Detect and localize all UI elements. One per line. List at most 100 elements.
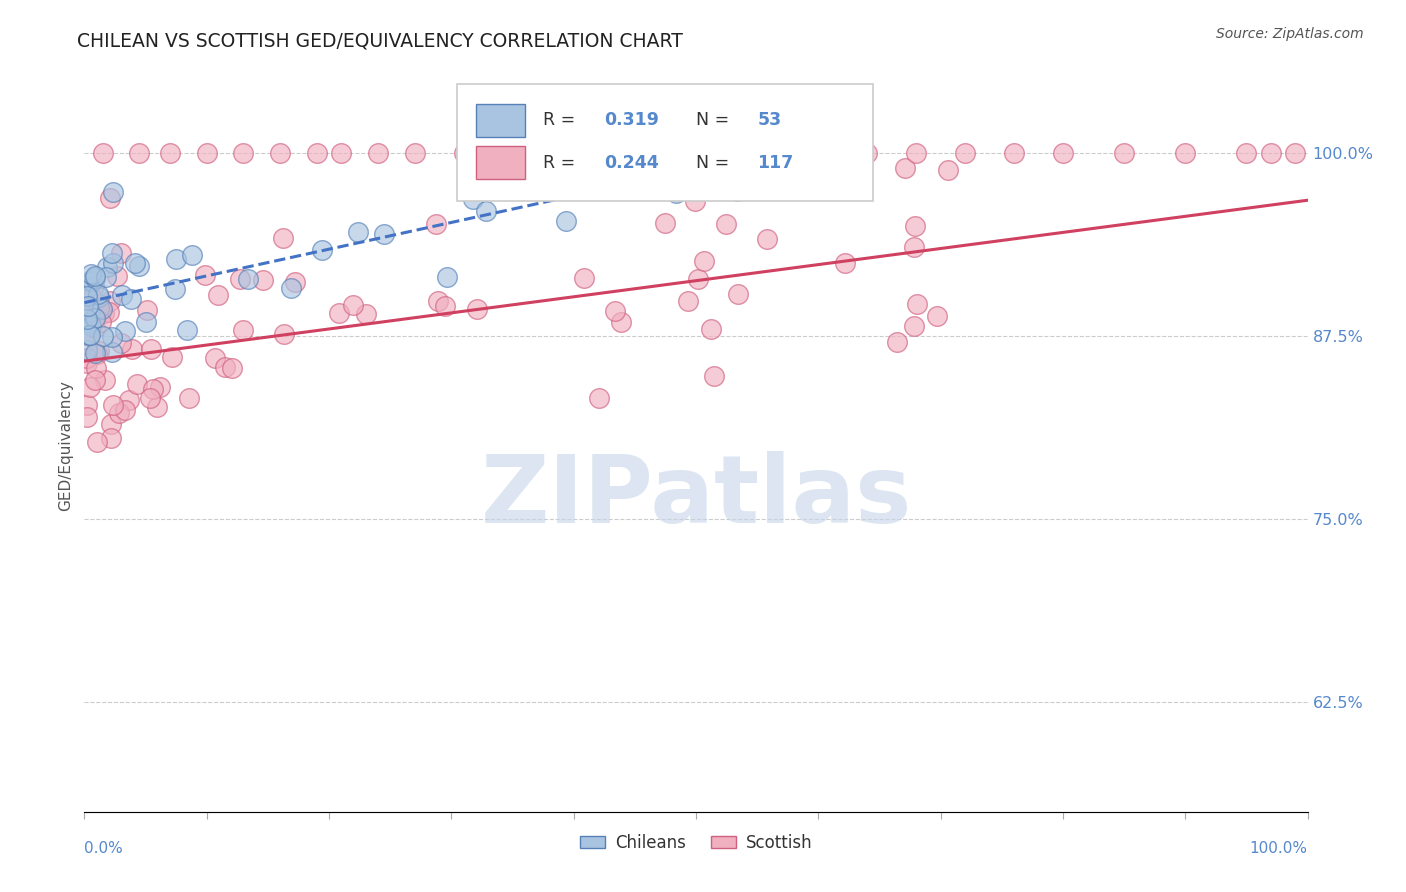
- Point: [86, 347, 108, 361]
- Point: [665, 186, 688, 201]
- Point: [654, 217, 676, 231]
- Point: [905, 297, 928, 311]
- Point: [90, 315, 112, 329]
- Point: [110, 335, 132, 350]
- Point: [904, 219, 927, 233]
- Point: [886, 335, 908, 350]
- Point: [180, 248, 202, 262]
- Text: R =: R =: [543, 154, 581, 172]
- Point: [176, 324, 198, 338]
- Text: 0.319: 0.319: [605, 111, 659, 128]
- Point: [79, 328, 101, 343]
- Text: 100.0%: 100.0%: [1250, 841, 1308, 856]
- FancyBboxPatch shape: [475, 103, 524, 136]
- Text: Source: ZipAtlas.com: Source: ZipAtlas.com: [1216, 27, 1364, 41]
- Point: [207, 288, 229, 302]
- Point: [86, 434, 108, 449]
- Point: [756, 232, 779, 246]
- Point: [599, 165, 621, 179]
- Point: [94, 373, 117, 387]
- Point: [110, 246, 132, 260]
- Point: [76, 299, 98, 313]
- Point: [100, 417, 122, 431]
- Point: [714, 217, 737, 231]
- Point: [404, 146, 426, 161]
- Point: [84, 321, 107, 335]
- Point: [80, 291, 103, 305]
- Point: [142, 382, 165, 396]
- Point: [342, 298, 364, 312]
- Point: [232, 146, 254, 161]
- Point: [179, 391, 201, 405]
- Point: [96, 260, 118, 274]
- Y-axis label: GED/Equivalency: GED/Equivalency: [58, 381, 73, 511]
- Point: [1284, 146, 1306, 161]
- Point: [76, 351, 98, 366]
- Point: [84, 346, 107, 360]
- Point: [125, 377, 148, 392]
- Point: [91, 329, 114, 343]
- Point: [139, 343, 162, 357]
- Point: [356, 307, 378, 321]
- Point: [661, 146, 683, 161]
- Point: [114, 324, 136, 338]
- Point: [145, 401, 167, 415]
- Point: [76, 343, 98, 357]
- Point: [1002, 146, 1025, 161]
- Point: [96, 269, 118, 284]
- Point: [465, 302, 488, 317]
- Point: [101, 246, 124, 260]
- Point: [91, 146, 114, 161]
- Point: [1052, 146, 1074, 161]
- Point: [436, 270, 458, 285]
- Point: [87, 287, 110, 301]
- Point: [159, 146, 181, 161]
- Point: [232, 323, 254, 337]
- Point: [489, 146, 512, 161]
- Point: [801, 161, 824, 175]
- Point: [330, 146, 353, 161]
- Point: [79, 305, 101, 319]
- Point: [894, 161, 917, 175]
- Point: [87, 343, 110, 358]
- Point: [572, 270, 595, 285]
- Point: [76, 356, 98, 370]
- FancyBboxPatch shape: [475, 146, 524, 179]
- Point: [76, 398, 98, 412]
- Text: R =: R =: [543, 111, 581, 128]
- Point: [195, 146, 218, 161]
- Point: [83, 311, 105, 326]
- Point: [610, 315, 633, 329]
- Text: 0.0%: 0.0%: [84, 841, 124, 856]
- Point: [284, 276, 307, 290]
- Point: [905, 146, 928, 161]
- Text: ZIPatlas: ZIPatlas: [481, 451, 911, 543]
- Text: 53: 53: [758, 111, 782, 128]
- Point: [79, 318, 101, 333]
- Point: [101, 186, 124, 200]
- Point: [83, 310, 105, 324]
- Point: [135, 315, 157, 329]
- Point: [90, 301, 112, 316]
- Point: [89, 297, 111, 311]
- Point: [703, 369, 725, 384]
- Point: [1236, 146, 1258, 161]
- Point: [98, 293, 121, 308]
- Point: [1174, 146, 1197, 161]
- Point: [214, 359, 236, 374]
- Text: 117: 117: [758, 154, 793, 172]
- Point: [1114, 146, 1136, 161]
- Point: [98, 191, 121, 205]
- Point: [77, 328, 100, 343]
- Point: [108, 406, 131, 420]
- Point: [699, 322, 721, 336]
- Point: [165, 252, 187, 266]
- Point: [269, 146, 291, 161]
- Point: [953, 146, 976, 161]
- Point: [373, 227, 395, 242]
- Point: [204, 351, 226, 365]
- Point: [128, 260, 150, 274]
- Point: [433, 299, 456, 313]
- Point: [538, 146, 561, 161]
- Point: [79, 274, 101, 288]
